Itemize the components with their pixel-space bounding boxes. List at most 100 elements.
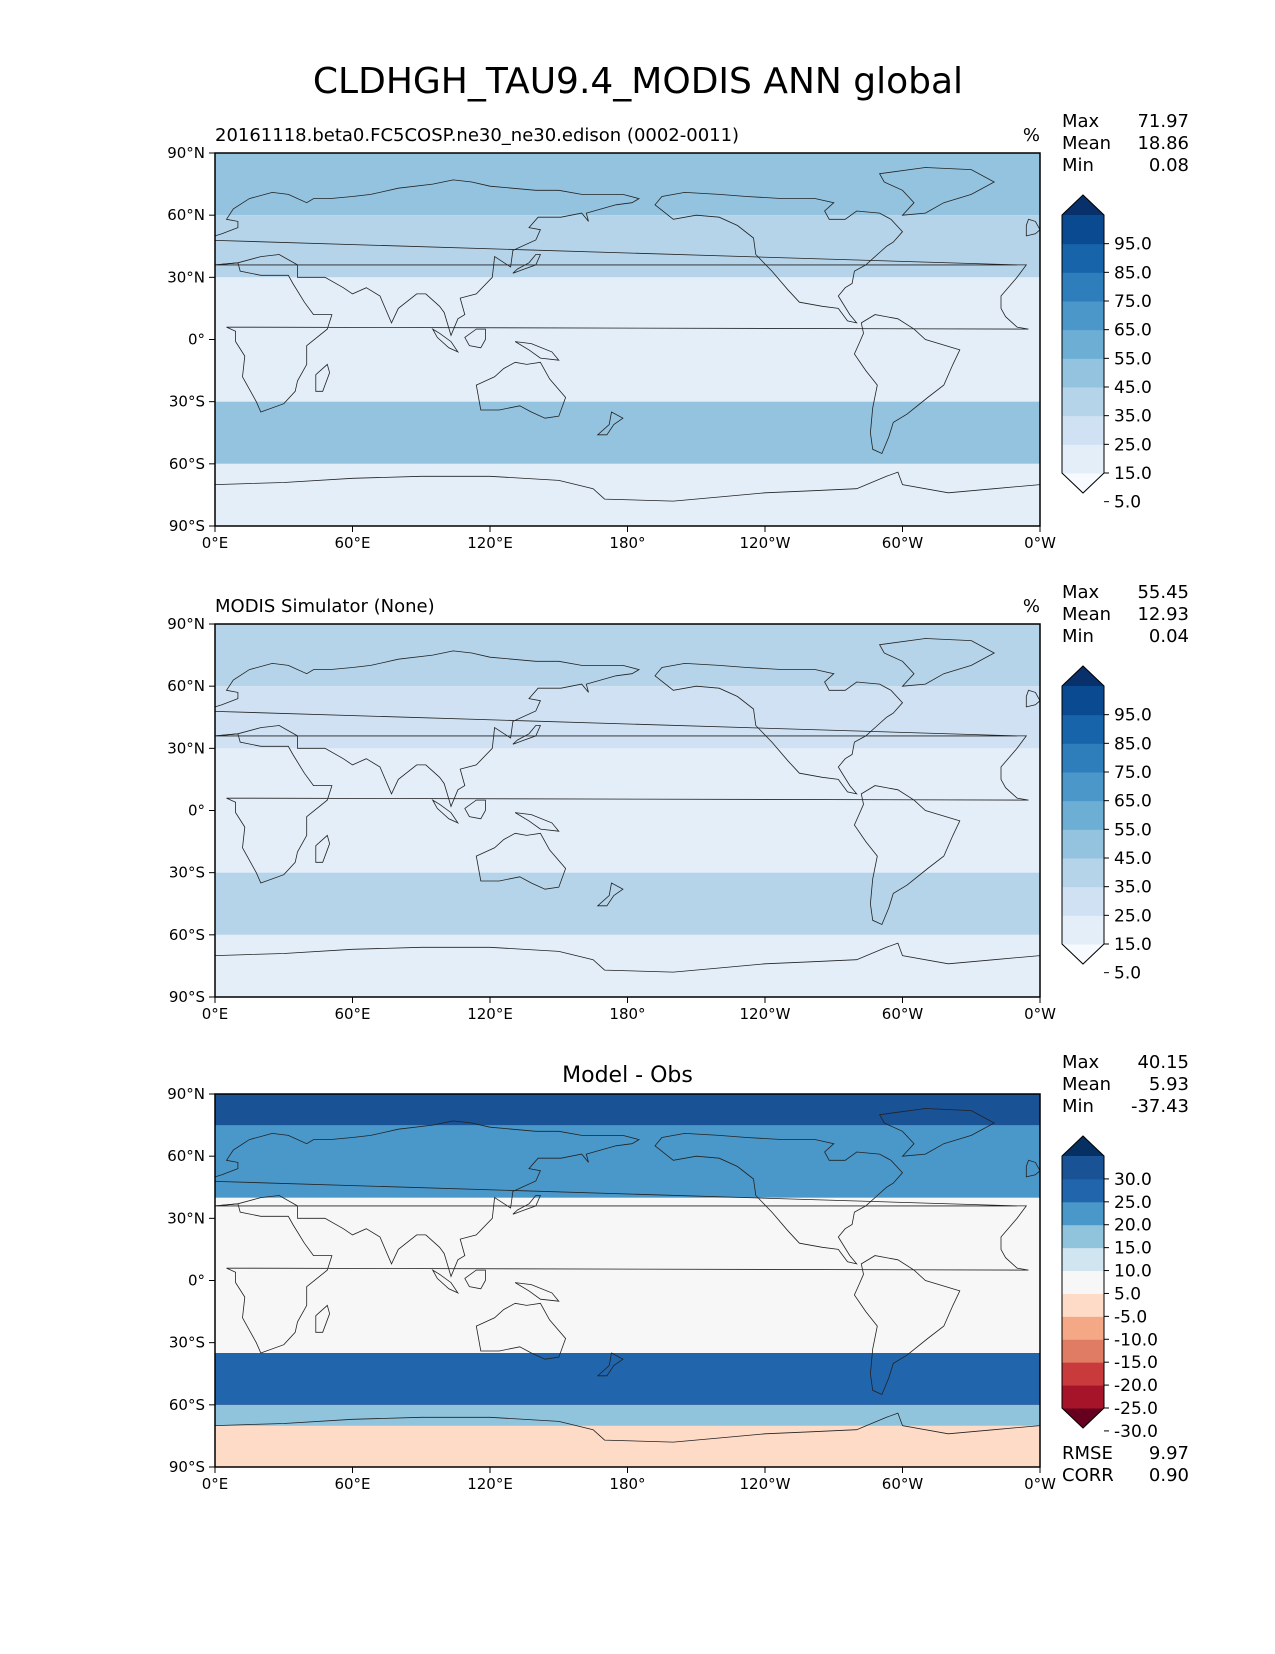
data-band-3 xyxy=(215,1353,1040,1405)
colorbar-segment xyxy=(1062,743,1104,773)
coastline-2 xyxy=(475,361,567,419)
colorbar-tick-label: 65.0 xyxy=(1114,792,1152,812)
colorbar-tick-label: -25.0 xyxy=(1114,1399,1158,1419)
colorbar-segment xyxy=(1062,272,1104,302)
coastline-11 xyxy=(464,1269,486,1290)
coastline-10 xyxy=(1025,1159,1040,1178)
panel-center-title: Model - Obs xyxy=(562,1063,693,1088)
coastline-13 xyxy=(431,327,460,353)
data-band-3 xyxy=(215,872,1040,935)
colorbar-tick-label: -15.0 xyxy=(1114,1353,1158,1373)
coastline-9 xyxy=(596,1352,624,1377)
coastline-8 xyxy=(512,725,542,745)
y-tick-label: 90°N xyxy=(167,1085,205,1103)
coastline-9 xyxy=(596,882,624,907)
colorbar-segment xyxy=(1062,215,1104,245)
stat-label: Mean xyxy=(1062,1074,1111,1095)
colorbar-segment xyxy=(1062,686,1104,716)
y-tick-label: 30°S xyxy=(169,393,205,411)
colorbar-tick-label: 85.0 xyxy=(1114,734,1152,754)
colorbar-segment xyxy=(1062,1178,1104,1203)
coastlines xyxy=(215,638,1040,997)
colorbar-tick-label: 5.0 xyxy=(1114,964,1141,984)
panel-test: 90°N 60°N 30°N 0° 30°S 60°S 90°S0°E 60°E 120°E 18… xyxy=(167,111,1189,552)
coastline-6 xyxy=(215,1412,1040,1467)
data-band-4 xyxy=(215,463,1040,526)
x-tick-label: 120°W xyxy=(740,1005,791,1023)
colorbar-tick-label: 15.0 xyxy=(1114,464,1152,484)
colorbar-segment xyxy=(1062,1293,1104,1317)
coastline-11 xyxy=(464,799,486,820)
x-tick-label: 60°W xyxy=(882,1475,924,1493)
stat-label: Max xyxy=(1062,582,1100,603)
colorbar-tick-label: 15.0 xyxy=(1114,935,1152,955)
coastline-7 xyxy=(315,1304,331,1333)
stat-label: Min xyxy=(1062,626,1094,647)
x-tick-label: 120°E xyxy=(467,534,513,552)
colorbar-segment xyxy=(1062,1270,1104,1294)
colorbar-extend-min xyxy=(1062,473,1104,493)
x-tick-label: 60°W xyxy=(882,1005,924,1023)
data-band-4 xyxy=(215,1404,1040,1426)
coastline-6 xyxy=(215,471,1040,526)
colorbar-tick-label: 95.0 xyxy=(1114,235,1152,255)
panel-units: % xyxy=(1023,596,1040,617)
panel-diff: 90°N 60°N 30°N 0° 30°S 60°S 90°S0°E 60°E 120°E 18… xyxy=(167,1052,1189,1493)
coastline-3 xyxy=(654,1132,904,1265)
coastline-4 xyxy=(853,314,961,455)
panel-left-title: MODIS Simulator (None) xyxy=(215,596,435,617)
coastline-7 xyxy=(315,363,331,392)
x-tick-label: 60°E xyxy=(334,1005,370,1023)
colorbar-extend-max xyxy=(1062,1136,1104,1156)
coastline-12 xyxy=(514,812,560,832)
coastline-1 xyxy=(215,1203,1029,1354)
colorbar-segment xyxy=(1062,329,1104,359)
colorbar-tick-label: -30.0 xyxy=(1114,1422,1158,1442)
panel-units: % xyxy=(1023,125,1040,146)
x-tick-label: 120°E xyxy=(467,1475,513,1493)
stat-label: Mean xyxy=(1062,133,1111,154)
colorbar-segment xyxy=(1062,415,1104,445)
data-band-3 xyxy=(215,401,1040,464)
x-tick-label: 180° xyxy=(609,1005,645,1023)
coastline-0 xyxy=(215,1120,1018,1278)
coastline-11 xyxy=(464,328,486,349)
y-tick-label: 60°S xyxy=(169,455,205,473)
colorbar-tick-label: 5.0 xyxy=(1114,1284,1141,1304)
colorbar-segment xyxy=(1062,772,1104,802)
stat-label: Max xyxy=(1062,1052,1100,1073)
y-tick-label: 0° xyxy=(188,1272,205,1290)
coastline-3 xyxy=(654,191,904,324)
coastline-4 xyxy=(853,1255,961,1396)
colorbar-segment xyxy=(1062,1224,1104,1249)
panel-ref: 90°N 60°N 30°N 0° 30°S 60°S 90°S0°E 60°E 120°E 18… xyxy=(167,582,1189,1023)
coastline-5 xyxy=(878,1108,996,1157)
colorbar-segment xyxy=(1062,858,1104,888)
colorbar-tick-label: 30.0 xyxy=(1114,1170,1152,1190)
data-band-0 xyxy=(215,624,1040,687)
colorbar-tick-label: -10.0 xyxy=(1114,1330,1158,1350)
y-tick-label: 90°S xyxy=(169,988,205,1006)
x-tick-label: 60°W xyxy=(882,534,924,552)
map-field xyxy=(215,153,1040,526)
stat-value: 0.08 xyxy=(1149,155,1189,176)
colorbar-tick-label: 10.0 xyxy=(1114,1262,1152,1282)
colorbar-tick-label: 65.0 xyxy=(1114,321,1152,341)
coastline-13 xyxy=(431,798,460,824)
stat-value: 12.93 xyxy=(1137,604,1189,625)
x-tick-label: 120°E xyxy=(467,1005,513,1023)
colorbar-segment xyxy=(1062,1316,1104,1340)
x-tick-label: 0°W xyxy=(1024,534,1056,552)
coastline-2 xyxy=(475,1302,567,1360)
colorbar-segment xyxy=(1062,1201,1104,1226)
stat-value: 71.97 xyxy=(1137,111,1189,132)
colorbar-segment xyxy=(1062,1385,1104,1409)
bottom-stat-value: 9.97 xyxy=(1149,1443,1189,1464)
data-band-0 xyxy=(215,153,1040,216)
coastline-8 xyxy=(512,254,542,274)
y-tick-label: 90°N xyxy=(167,144,205,162)
colorbar-tick-label: -5.0 xyxy=(1114,1307,1147,1327)
y-tick-label: 30°N xyxy=(167,268,205,286)
